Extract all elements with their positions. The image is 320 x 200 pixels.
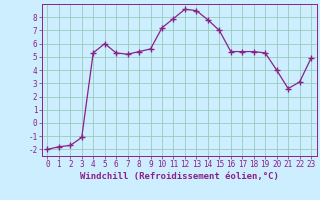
X-axis label: Windchill (Refroidissement éolien,°C): Windchill (Refroidissement éolien,°C) xyxy=(80,172,279,181)
